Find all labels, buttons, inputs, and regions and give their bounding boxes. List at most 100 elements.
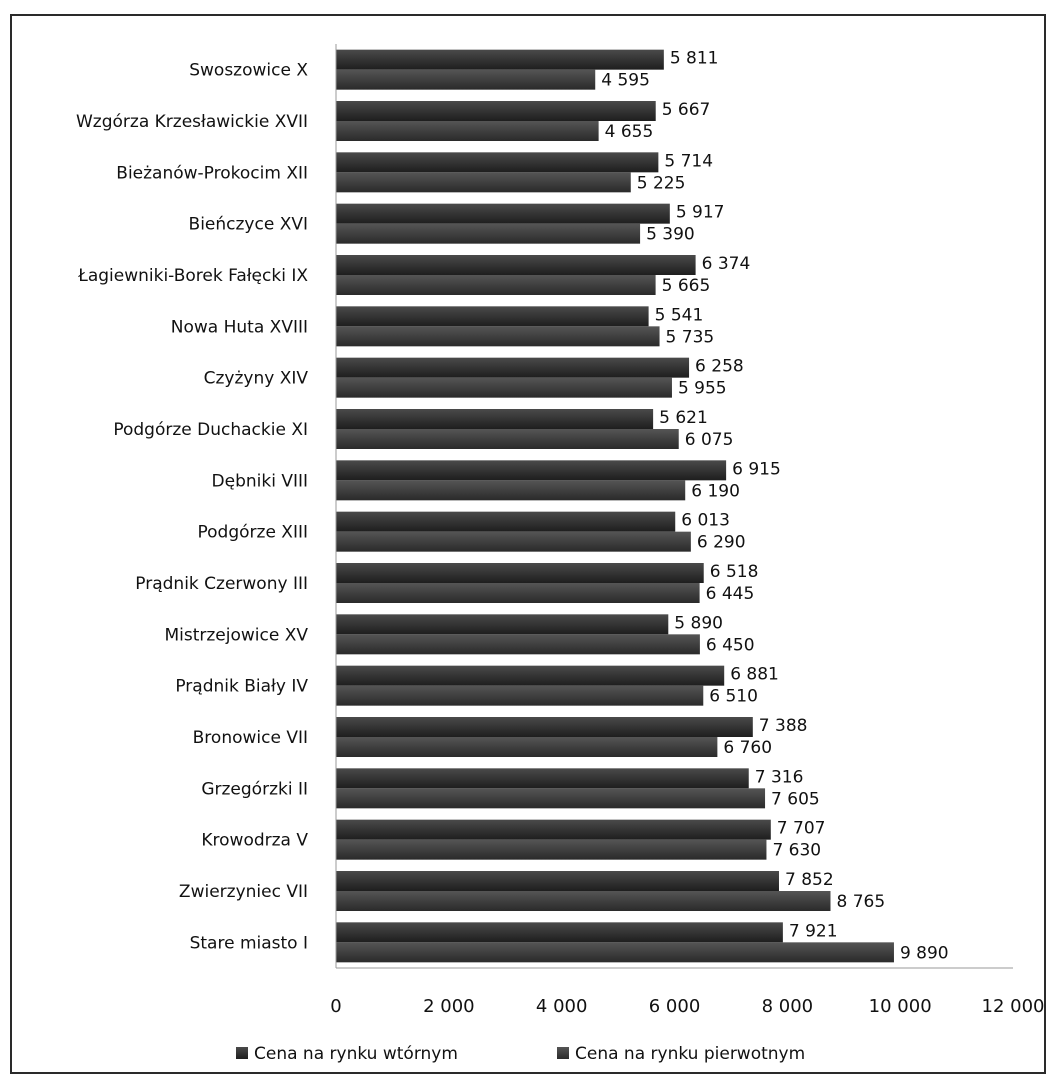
bar-secondary-market bbox=[336, 49, 664, 70]
bar-primary-market bbox=[336, 223, 641, 244]
bar-secondary-market bbox=[336, 871, 779, 891]
category-label: Swoszowice X bbox=[189, 61, 308, 81]
data-label-primary: 6 760 bbox=[723, 738, 772, 758]
bar-secondary-market bbox=[336, 717, 753, 737]
category-label: Podgórze Duchackie XI bbox=[113, 420, 308, 440]
bar-secondary-market bbox=[336, 460, 727, 481]
bar-primary-market bbox=[336, 480, 686, 501]
legend-item-primary: Cena na rynku pierwotnym bbox=[575, 1044, 805, 1064]
bar-secondary-market bbox=[336, 255, 696, 275]
data-label-primary: 6 445 bbox=[706, 584, 755, 604]
bar-secondary-market bbox=[336, 152, 659, 173]
bar-primary-market bbox=[336, 275, 656, 295]
data-label-secondary: 5 890 bbox=[674, 613, 723, 633]
data-label-primary: 6 290 bbox=[697, 533, 746, 553]
bar-secondary-market bbox=[336, 101, 656, 121]
x-tick-label: 2 000 bbox=[423, 996, 475, 1017]
data-label-primary: 8 765 bbox=[836, 892, 885, 912]
data-label-primary: 6 190 bbox=[691, 481, 740, 501]
data-label-primary: 6 075 bbox=[685, 430, 734, 450]
data-label-secondary: 5 714 bbox=[664, 151, 713, 171]
legend: Cena na rynku wtórnym Cena na rynku pierw… bbox=[236, 1044, 805, 1064]
data-label-secondary: 6 013 bbox=[681, 511, 730, 531]
bar-secondary-market bbox=[336, 922, 783, 943]
x-tick-label: 0 bbox=[330, 996, 341, 1017]
data-label-secondary: 6 518 bbox=[710, 562, 759, 582]
data-label-secondary: 6 258 bbox=[695, 357, 744, 377]
bar-secondary-market bbox=[336, 306, 649, 327]
data-label-secondary: 7 388 bbox=[759, 716, 808, 736]
data-label-primary: 6 450 bbox=[706, 635, 755, 655]
category-label: Bieńczyce XVI bbox=[189, 215, 308, 235]
data-label-primary: 9 890 bbox=[900, 943, 949, 963]
legend-swatch bbox=[236, 1047, 248, 1059]
bar-secondary-market bbox=[336, 409, 654, 429]
bar-primary-market bbox=[336, 377, 672, 398]
data-label-secondary: 5 621 bbox=[659, 408, 708, 428]
data-label-secondary: 7 316 bbox=[755, 767, 804, 787]
bar-primary-market bbox=[336, 69, 596, 90]
bar-primary-market bbox=[336, 737, 718, 757]
data-label-secondary: 5 667 bbox=[662, 100, 711, 120]
category-label: Krowodrza V bbox=[201, 831, 308, 851]
bar-secondary-market bbox=[336, 819, 771, 840]
x-tick-label: 10 000 bbox=[869, 996, 932, 1017]
bar-primary-market bbox=[336, 634, 700, 655]
bar-secondary-market bbox=[336, 563, 704, 583]
data-label-primary: 4 595 bbox=[601, 71, 650, 91]
bar-primary-market bbox=[336, 685, 704, 706]
bar-primary-market bbox=[336, 891, 831, 911]
bar-primary-market bbox=[336, 839, 767, 860]
data-label-secondary: 6 881 bbox=[730, 665, 779, 685]
x-tick-label: 4 000 bbox=[536, 996, 588, 1017]
data-label-primary: 5 955 bbox=[678, 379, 727, 399]
bar-primary-market bbox=[336, 942, 894, 963]
x-axis: 0 2 000 4 000 6 000 8 000 10 000 12 000 bbox=[330, 44, 1044, 1017]
bar-primary-market bbox=[336, 326, 660, 347]
category-label: Łagiewniki-Borek Fałęcki IX bbox=[77, 266, 308, 286]
bar-secondary-market bbox=[336, 768, 749, 789]
data-label-secondary: 6 915 bbox=[732, 459, 781, 479]
bar-primary-market bbox=[336, 429, 679, 449]
category-label: Wzgórza Krzesławickie XVII bbox=[76, 112, 308, 132]
legend-swatch bbox=[557, 1047, 569, 1059]
bar-primary-market bbox=[336, 788, 766, 809]
data-label-primary: 7 630 bbox=[772, 841, 821, 861]
category-label: Grzegórzki II bbox=[201, 779, 308, 799]
x-tick-label: 12 000 bbox=[982, 996, 1045, 1017]
category-label: Nowa Huta XVIII bbox=[171, 317, 308, 337]
data-label-primary: 5 735 bbox=[666, 327, 715, 347]
bar-primary-market bbox=[336, 121, 599, 141]
data-label-secondary: 5 541 bbox=[655, 305, 704, 325]
category-label: Bieżanów-Prokocim XII bbox=[116, 163, 308, 183]
category-label: Dębniki VIII bbox=[212, 471, 308, 491]
bar-secondary-market bbox=[336, 614, 669, 635]
x-tick-label: 6 000 bbox=[649, 996, 701, 1017]
data-label-secondary: 5 811 bbox=[670, 49, 719, 69]
category-label: Prądnik Czerwony III bbox=[135, 574, 308, 594]
bar-secondary-market bbox=[336, 203, 670, 224]
data-label-primary: 6 510 bbox=[709, 687, 758, 707]
data-label-secondary: 7 707 bbox=[777, 819, 826, 839]
legend-item-secondary: Cena na rynku wtórnym bbox=[254, 1044, 458, 1064]
bar-secondary-market bbox=[336, 511, 676, 532]
data-label-secondary: 6 374 bbox=[702, 254, 751, 274]
bars-layer bbox=[336, 49, 894, 963]
category-label: Czyżyny XIV bbox=[204, 369, 309, 389]
category-label: Bronowice VII bbox=[193, 728, 308, 748]
data-label-primary: 5 390 bbox=[646, 225, 695, 245]
category-labels: Swoszowice X Wzgórza Krzesławickie XVII Bi… bbox=[76, 61, 308, 954]
x-tick-label: 8 000 bbox=[762, 996, 814, 1017]
bar-primary-market bbox=[336, 583, 700, 603]
bar-secondary-market bbox=[336, 357, 690, 378]
data-label-primary: 5 665 bbox=[662, 276, 711, 296]
bar-secondary-market bbox=[336, 665, 725, 686]
category-label: Podgórze XIII bbox=[198, 523, 309, 543]
data-label-primary: 4 655 bbox=[605, 122, 654, 142]
data-label-secondary: 7 921 bbox=[789, 921, 838, 941]
bar-primary-market bbox=[336, 172, 631, 193]
category-label: Prądnik Biały IV bbox=[175, 677, 308, 697]
data-label-primary: 7 605 bbox=[771, 789, 820, 809]
